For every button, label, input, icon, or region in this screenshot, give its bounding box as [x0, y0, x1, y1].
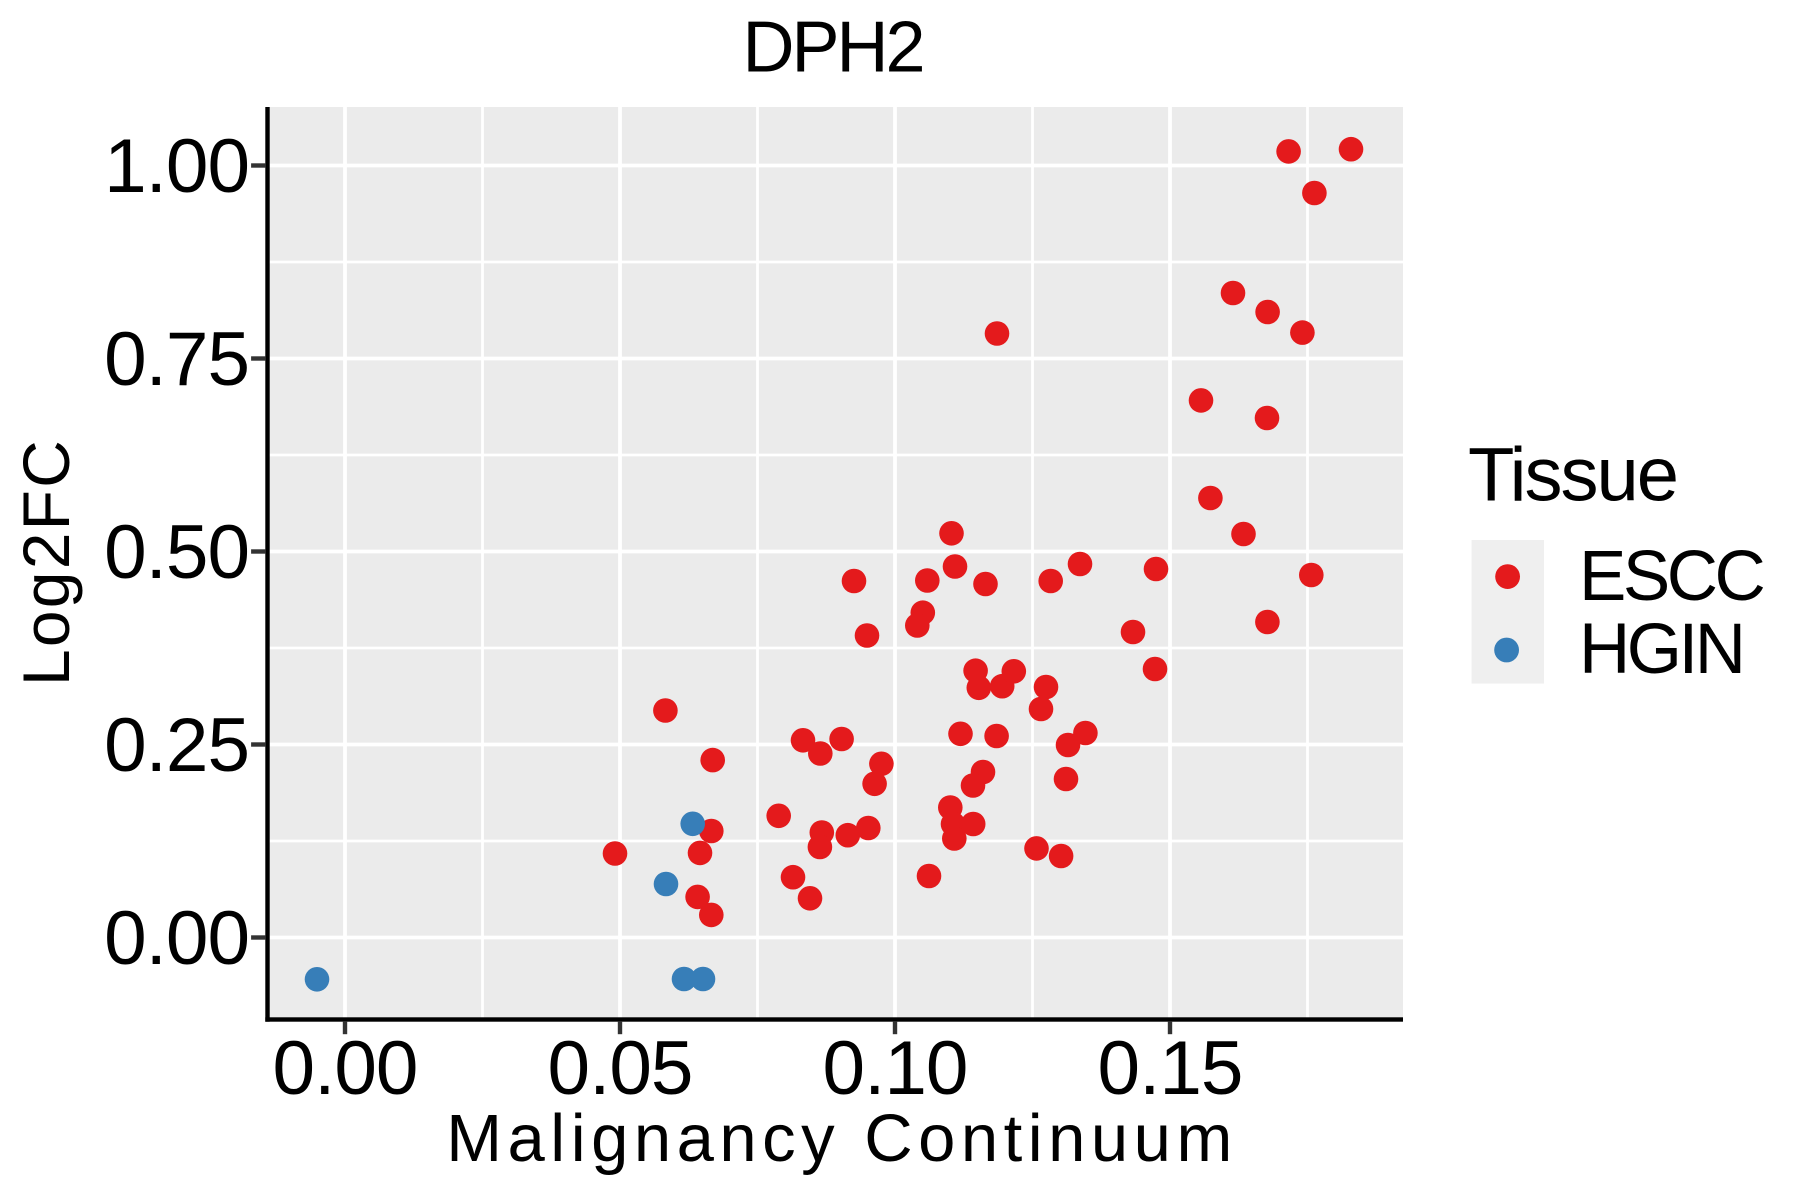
svg-text:0.10: 0.10 — [823, 1026, 968, 1111]
svg-text:HGIN: HGIN — [1579, 610, 1743, 689]
svg-text:0.00: 0.00 — [104, 896, 249, 981]
svg-text:0.00: 0.00 — [273, 1026, 418, 1111]
svg-text:Log2FC: Log2FC — [9, 438, 83, 686]
svg-text:DPH2: DPH2 — [742, 8, 922, 88]
svg-text:0.75: 0.75 — [104, 317, 249, 402]
svg-text:0.05: 0.05 — [548, 1026, 693, 1111]
svg-text:Tissue: Tissue — [1468, 433, 1677, 518]
svg-text:0.25: 0.25 — [104, 703, 249, 788]
svg-text:ESCC: ESCC — [1579, 537, 1763, 616]
svg-text:0.15: 0.15 — [1098, 1026, 1243, 1111]
svg-text:1.00: 1.00 — [104, 124, 249, 209]
svg-text:Malignancy Continuum: Malignancy Continuum — [446, 1101, 1238, 1176]
svg-text:0.50: 0.50 — [104, 510, 249, 595]
